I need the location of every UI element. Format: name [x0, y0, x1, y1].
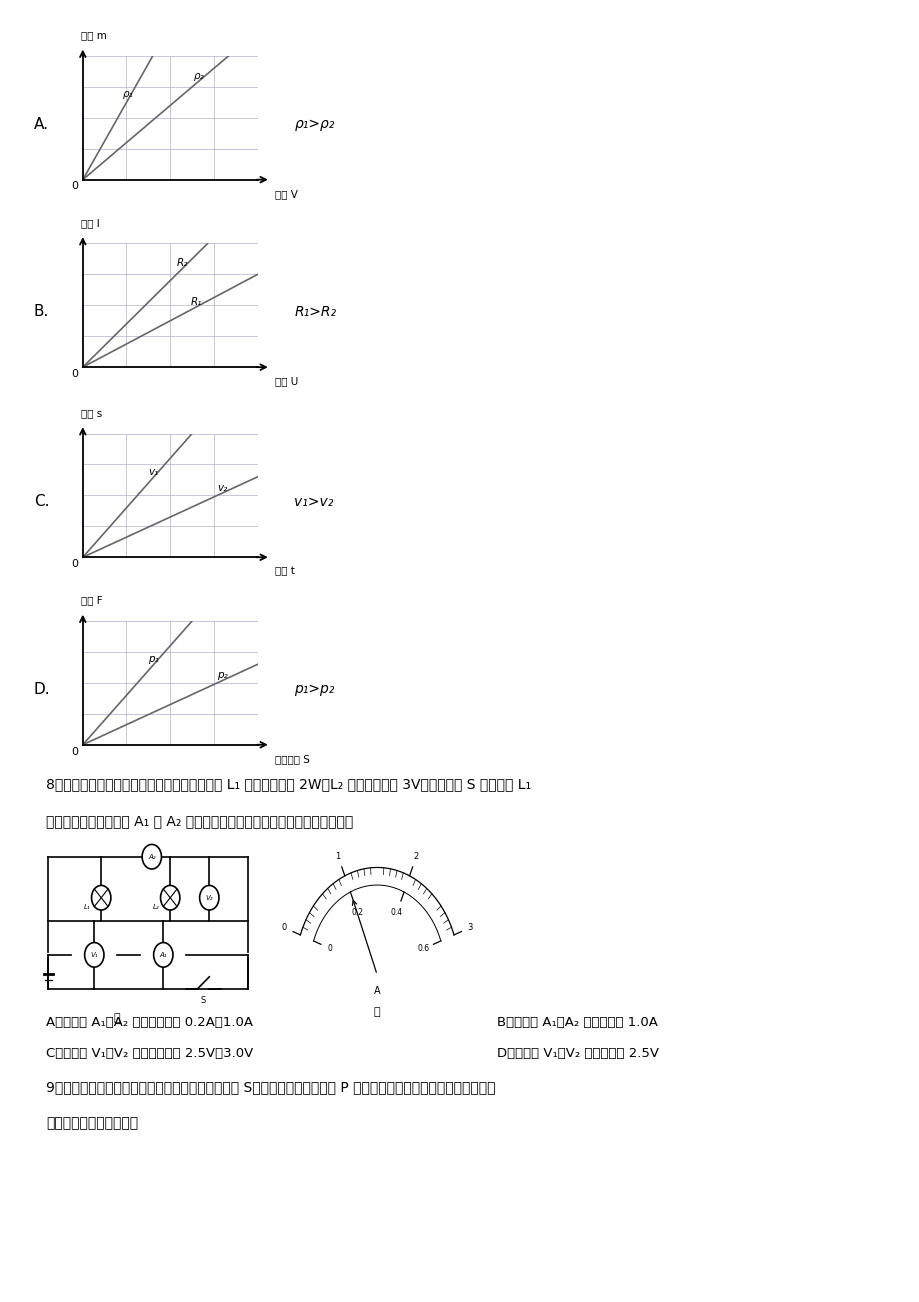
Text: v₁: v₁ — [149, 467, 159, 477]
Text: V₂: V₂ — [205, 894, 213, 901]
Text: 时间 t: 时间 t — [275, 566, 295, 577]
Circle shape — [92, 885, 111, 910]
Text: D．电压表 V₁、V₂ 的示数均为 2.5V: D．电压表 V₁、V₂ 的示数均为 2.5V — [496, 1047, 658, 1060]
Circle shape — [161, 885, 180, 910]
Text: D.: D. — [33, 681, 50, 697]
Text: 0.4: 0.4 — [391, 907, 403, 917]
Circle shape — [85, 943, 104, 967]
Text: 0.2: 0.2 — [351, 907, 363, 917]
Text: 路程 s: 路程 s — [81, 408, 102, 418]
Text: 0.6: 0.6 — [417, 944, 429, 953]
Text: R₂: R₂ — [176, 258, 188, 268]
Text: 0: 0 — [72, 746, 78, 756]
Circle shape — [142, 845, 162, 868]
Text: C.: C. — [34, 493, 49, 509]
Text: p₂: p₂ — [217, 671, 228, 681]
Text: v₁>v₂: v₁>v₂ — [294, 495, 334, 509]
Text: （假定灯泡的电阔不变）: （假定灯泡的电阔不变） — [46, 1116, 138, 1130]
Text: 压力 F: 压力 F — [81, 595, 102, 605]
Text: 2: 2 — [414, 852, 418, 861]
Text: C．电压表 V₁、V₂ 的示数分别为 2.5V、3.0V: C．电压表 V₁、V₂ 的示数分别为 2.5V、3.0V — [46, 1047, 253, 1060]
Text: V₁: V₁ — [90, 952, 98, 958]
Text: 体积 V: 体积 V — [275, 189, 298, 199]
Text: B.: B. — [34, 303, 49, 319]
Text: A₂: A₂ — [148, 854, 155, 859]
Text: A: A — [373, 987, 380, 996]
Text: 乙: 乙 — [373, 1008, 380, 1017]
Text: ρ₁: ρ₁ — [123, 90, 133, 99]
Text: 3: 3 — [467, 923, 472, 932]
Text: 0: 0 — [327, 944, 333, 953]
Text: 恰好正常发光，电流表 A₁ 和 A₂ 的指针均指在图乙所示的位置。下列说法正确: 恰好正常发光，电流表 A₁ 和 A₂ 的指针均指在图乙所示的位置。下列说法正确 — [46, 814, 353, 828]
Text: 9．如图所示的电路，电源电压恒定不变，闭合开关 S，将滑动变阙器的滑片 P 向右移动的过程中，下列说法正确的是: 9．如图所示的电路，电源电压恒定不变，闭合开关 S，将滑动变阙器的滑片 P 向右… — [46, 1081, 495, 1095]
Text: 0: 0 — [281, 923, 287, 932]
Text: p₁>p₂: p₁>p₂ — [294, 682, 335, 697]
Text: A₁: A₁ — [159, 952, 167, 958]
Text: ρ₁>ρ₂: ρ₁>ρ₂ — [294, 117, 335, 132]
Text: 电压 U: 电压 U — [275, 376, 298, 387]
Text: B．电流表 A₁、A₂ 的示数均为 1.0A: B．电流表 A₁、A₂ 的示数均为 1.0A — [496, 1016, 657, 1029]
Circle shape — [153, 943, 173, 967]
Text: L₁: L₁ — [84, 904, 91, 910]
Text: 受力面积 S: 受力面积 S — [275, 754, 310, 764]
Text: 甲: 甲 — [114, 1013, 120, 1023]
Text: R₁>R₂: R₁>R₂ — [294, 305, 336, 319]
Text: v₂: v₂ — [217, 483, 228, 493]
Text: 0: 0 — [72, 181, 78, 191]
Circle shape — [199, 885, 219, 910]
Text: 8．小明同学按图甲所示的电路进行实验，已知 L₁ 的额定功率为 2W，L₂ 的额定电压为 3V．闭合开关 S 后，灯泡 L₁: 8．小明同学按图甲所示的电路进行实验，已知 L₁ 的额定功率为 2W，L₂ 的额… — [46, 777, 530, 792]
Text: 0: 0 — [72, 559, 78, 569]
Text: R₁: R₁ — [190, 297, 202, 307]
Text: ρ₂: ρ₂ — [194, 70, 205, 81]
Text: 1: 1 — [335, 852, 340, 861]
Text: 0: 0 — [72, 368, 78, 379]
Text: 电流 I: 电流 I — [81, 217, 99, 228]
Text: A.: A. — [34, 116, 49, 132]
Text: S: S — [200, 996, 206, 1005]
Text: L₂: L₂ — [153, 904, 160, 910]
Text: A．电流表 A₁、A₂ 的示数分别为 0.2A、1.0A: A．电流表 A₁、A₂ 的示数分别为 0.2A、1.0A — [46, 1016, 253, 1029]
Text: 质量 m: 质量 m — [81, 30, 107, 40]
Text: p₁: p₁ — [148, 655, 159, 664]
